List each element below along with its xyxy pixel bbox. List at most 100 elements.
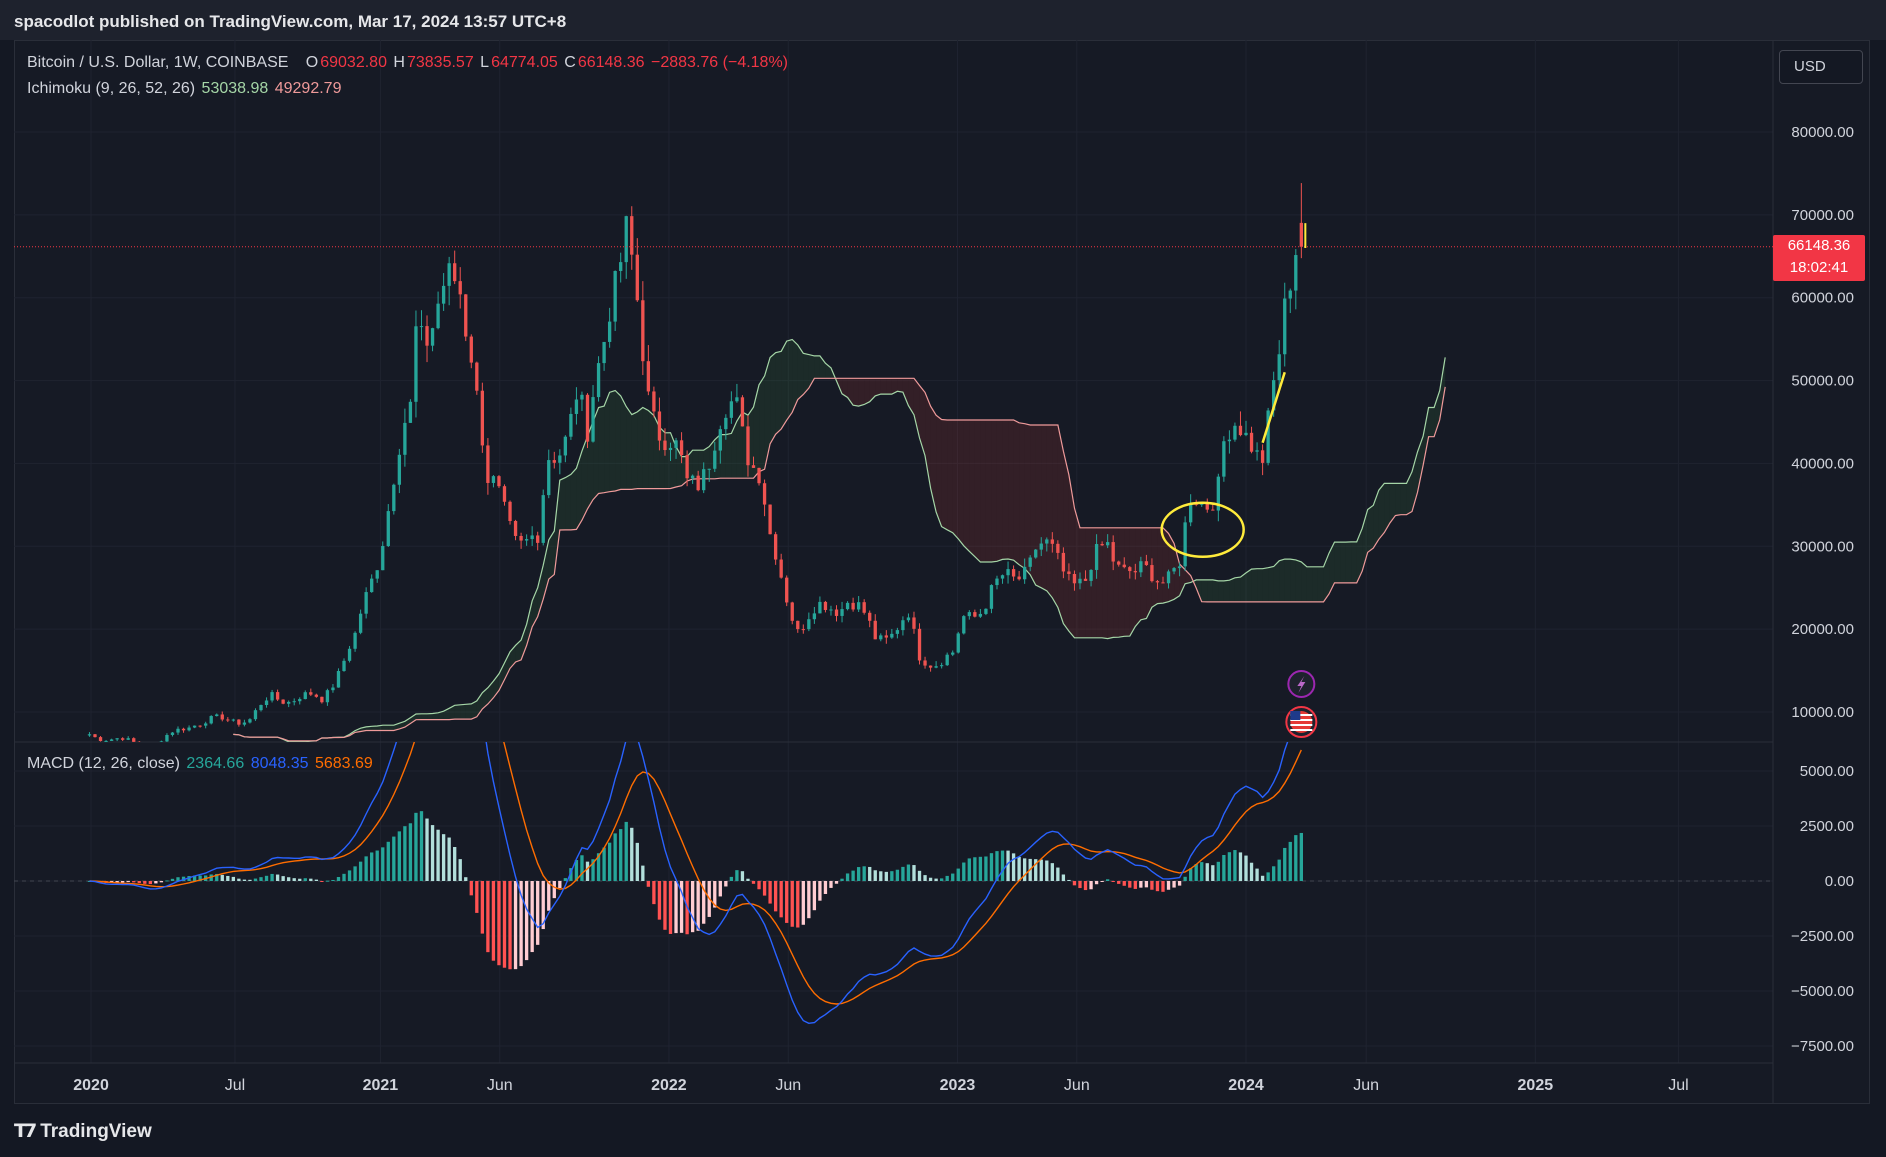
cloud-segment — [1057, 424, 1064, 624]
cloud-segment — [598, 406, 605, 494]
candle-body — [1238, 425, 1243, 436]
macd-histogram-bar — [519, 881, 523, 967]
macd-histogram-bar — [912, 865, 916, 881]
cloud-segment — [1356, 528, 1363, 583]
cloud-segment — [1279, 559, 1285, 602]
cloud-segment — [510, 645, 516, 669]
cloud-segment — [996, 419, 1003, 562]
macd-histogram-bar — [497, 881, 501, 966]
candle-body — [895, 630, 900, 634]
macd-histogram-bar — [956, 868, 960, 881]
candle-body — [292, 701, 296, 703]
price-tick-label: 40000.00 — [1791, 455, 1854, 472]
ichimoku-span-b-value: 49292.79 — [274, 80, 342, 97]
candle-body — [912, 617, 916, 629]
cloud-segment — [1428, 407, 1435, 437]
candle-body — [978, 613, 983, 617]
candle-body — [879, 635, 883, 640]
candle-body — [580, 394, 584, 400]
tradingview-logo[interactable]: T7 TradingView — [14, 1120, 152, 1143]
cloud-segment — [952, 419, 959, 539]
cloud-segment — [1229, 577, 1235, 602]
cloud-segment — [648, 410, 654, 489]
macd-histogram-bar — [679, 881, 684, 933]
candle-body — [309, 692, 313, 695]
cloud-segment — [1246, 569, 1252, 602]
candle-body — [1255, 450, 1259, 452]
macd-histogram-bar — [580, 855, 584, 881]
candle-body — [1111, 542, 1115, 562]
cloud-segment — [410, 714, 416, 724]
open-value: 69032.80 — [320, 54, 387, 71]
cloud-segment — [792, 339, 798, 413]
candle-body — [264, 700, 269, 706]
cloud-segment — [1124, 527, 1130, 637]
macd-histogram-bar — [259, 877, 263, 881]
candle-body — [181, 728, 186, 731]
candle-body — [702, 469, 706, 491]
macd-histogram-bar — [353, 866, 357, 881]
candle-body — [596, 363, 601, 398]
macd-histogram-bar — [884, 871, 888, 881]
candle-body — [486, 445, 490, 483]
cloud-segment — [1417, 436, 1424, 493]
time-tick-label: 2024 — [1228, 1077, 1264, 1094]
macd-histogram-bar — [1105, 879, 1110, 881]
cloud-segment — [559, 477, 566, 531]
cloud-segment — [548, 530, 555, 580]
cloud-segment — [1423, 407, 1429, 466]
cloud-segment — [875, 378, 881, 396]
cloud-segment — [366, 726, 372, 731]
macd-histogram-bar — [967, 858, 971, 881]
macd-histogram-bar — [287, 877, 291, 881]
candle-body — [917, 628, 922, 661]
candle-body — [508, 501, 512, 521]
cloud-segment — [919, 385, 926, 456]
cloud-segment — [626, 406, 632, 490]
macd-histogram-bar — [1189, 868, 1193, 881]
macd-histogram-bar — [298, 878, 302, 881]
cloud-segment — [1251, 568, 1258, 602]
macd-histogram-bar — [785, 881, 789, 923]
macd-histogram-bar — [1227, 852, 1232, 881]
cloud-segment — [1212, 579, 1219, 602]
cloud-segment — [1323, 553, 1330, 602]
macd-histogram-bar — [1222, 854, 1226, 881]
cloud-segment — [969, 419, 975, 557]
cloud-segment — [587, 421, 594, 509]
macd-histogram-bar — [973, 857, 977, 881]
macd-histogram-bar — [729, 876, 734, 881]
candle-body — [231, 719, 236, 721]
candle-body — [613, 271, 617, 322]
macd-histogram-bar — [1172, 881, 1176, 888]
cloud-segment — [853, 378, 859, 407]
macd-histogram-bar — [1072, 881, 1077, 886]
macd-histogram-bar — [906, 864, 911, 881]
high-value: 73835.57 — [406, 54, 474, 71]
candle-body — [713, 450, 717, 469]
macd-histogram-bar — [132, 881, 136, 883]
candle-body — [962, 616, 966, 634]
cloud-segment — [963, 419, 970, 552]
candle-body — [137, 741, 141, 742]
macd-histogram-bar — [375, 850, 379, 881]
candle-body — [1277, 354, 1281, 381]
macd-histogram-bar — [342, 873, 346, 881]
cloud-segment — [637, 407, 643, 489]
macd-histogram-bar — [1139, 881, 1143, 888]
candle-body — [1172, 568, 1176, 572]
open-label: O — [305, 54, 319, 71]
candle-body — [336, 671, 341, 688]
candle-body — [984, 608, 988, 614]
cloud-segment — [913, 378, 920, 438]
cloud-segment — [676, 446, 682, 488]
currency-button[interactable]: USD — [1779, 50, 1863, 84]
cloud-segment — [532, 587, 538, 627]
macd-tick-label: 5000.00 — [1800, 763, 1854, 780]
macd-histogram-bar — [713, 881, 717, 908]
cloud-segment — [764, 357, 771, 470]
candle-body — [248, 719, 252, 723]
macd-histogram-bar — [1094, 881, 1099, 885]
macd-histogram-bar — [951, 873, 955, 881]
